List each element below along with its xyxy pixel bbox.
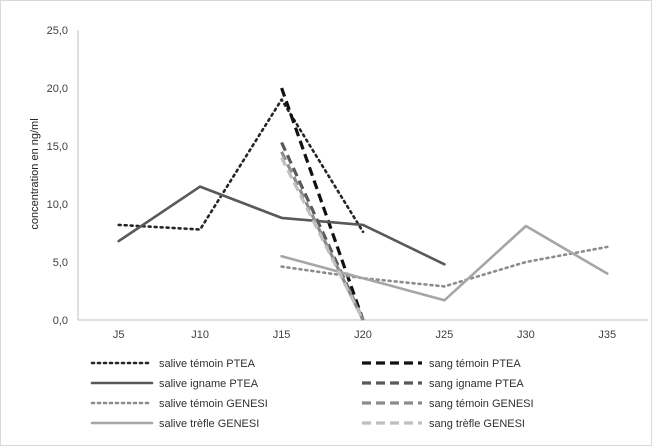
y-tick-label: 15,0 [47, 141, 68, 153]
series-line-3 [117, 185, 446, 266]
series-line-5 [280, 245, 609, 288]
x-tick-label: J10 [191, 329, 209, 341]
y-tick-label: 0,0 [53, 315, 68, 327]
y-tick-label: 10,0 [47, 199, 68, 211]
legend-label: salive trèfle GENESI [159, 418, 259, 430]
x-tick-label: J20 [354, 329, 372, 341]
legend-label: sang témoin PTEA [429, 358, 521, 370]
plot-area [117, 87, 609, 321]
legend-label: salive igname PTEA [159, 378, 259, 390]
series-line-8 [280, 156, 365, 321]
legend-label: sang trèfle GENESI [429, 418, 525, 430]
y-axis: 0,0 5,0 10,0 15,0 20,0 25,0 [47, 25, 79, 327]
x-tick-label: J30 [517, 329, 535, 341]
legend: salive témoin PTEA sang témoin PTEA salive… [90, 358, 534, 430]
series-line-1 [117, 98, 365, 234]
y-tick-label: 25,0 [47, 25, 68, 37]
x-tick-label: J35 [598, 329, 616, 341]
series-line-2 [280, 87, 365, 321]
legend-label: salive témoin GENESI [159, 398, 268, 410]
y-axis-title: concentration en ng/ml [29, 118, 41, 229]
legend-label: sang igname PTEA [429, 378, 524, 390]
series-line-7 [280, 224, 609, 302]
x-tick-label: J5 [113, 329, 125, 341]
series-line-6 [280, 151, 365, 321]
legend-label: sang témoin GENESI [429, 398, 534, 410]
y-tick-label: 5,0 [53, 257, 68, 269]
y-tick-label: 20,0 [47, 83, 68, 95]
legend-label: salive témoin PTEA [159, 358, 256, 370]
x-tick-label: J15 [273, 329, 291, 341]
x-axis: J5 J10 J15 J20 J25 J30 J35 [78, 319, 648, 341]
x-tick-label: J25 [436, 329, 454, 341]
